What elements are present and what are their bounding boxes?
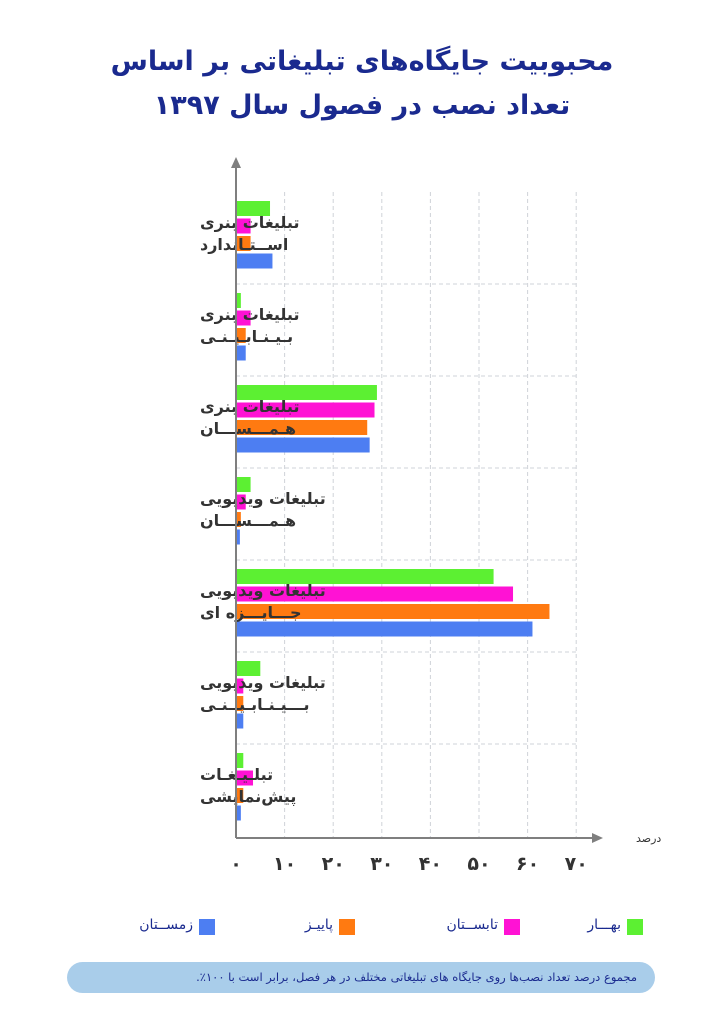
legend-item-2: پاییـز: [225, 915, 355, 939]
category-label-0-1: اســتـاندارد: [200, 235, 288, 254]
x-tick-label-60: ۶۰: [516, 853, 539, 875]
bar-4-0: [236, 569, 494, 584]
bar-5-1: [236, 678, 244, 694]
x-tick-label-40: ۴۰: [419, 853, 442, 875]
x-tick-label-30: ۳۰: [370, 853, 393, 875]
category-label-3-1: هـمـــســـان: [200, 511, 296, 530]
bar-6-0: [236, 753, 244, 768]
chart-title: محبوبیت جایگاه‌های تبلیغاتی بر اساس تعدا…: [0, 40, 724, 128]
bar-0-2: [236, 236, 251, 251]
legend-item-1: تابســتان: [390, 915, 520, 939]
legend-label: تابســتان: [446, 917, 498, 933]
category-label-4-1: جـــایـــزه ای: [200, 603, 301, 622]
bar-4-2: [236, 604, 550, 619]
bar-3-0: [236, 477, 251, 492]
bar-5-3: [236, 713, 244, 729]
legend-swatch: [504, 919, 520, 935]
chart-title-line-1: محبوبیت جایگاه‌های تبلیغاتی بر اساس: [110, 46, 614, 77]
bar-6-1: [236, 770, 254, 786]
bar-2-2: [236, 420, 368, 435]
category-label-5-0: تبلیغات ویدیویی: [200, 673, 326, 692]
bar-3-1: [236, 494, 246, 510]
category-label-0-0: تبلیغات بنری: [200, 213, 299, 232]
bar-2-3: [236, 437, 370, 453]
x-tick-label-10: ۱۰: [273, 853, 296, 875]
category-label-2-0: تبلیغات بنری: [200, 397, 299, 416]
bar-1-1: [236, 310, 251, 326]
bar-1-3: [236, 345, 246, 361]
chart-title-line-2: تعداد نصب در فصول سال ۱۳۹۷: [153, 90, 571, 121]
category-label-5-1: بـــیـنـابـیــنـی: [200, 695, 310, 714]
bar-3-2: [236, 512, 241, 527]
x-tick-label-50: ۵۰: [467, 853, 490, 875]
x-tick-label-20: ۲۰: [322, 853, 345, 875]
y-axis-arrow: [231, 157, 241, 168]
category-label-1-1: بـیـنـابـیـنـی: [200, 327, 293, 346]
legend-item-3: زمســتان: [85, 915, 215, 939]
bar-2-0: [236, 385, 377, 400]
bar-6-2: [236, 788, 244, 803]
bar-2-1: [236, 402, 375, 418]
category-label-3-0: تبلیغات ویدیویی: [200, 489, 326, 508]
legend-swatch: [199, 919, 215, 935]
bar-3-3: [236, 529, 240, 545]
category-label-6-1: پیش‌نمایشی: [200, 787, 296, 807]
legend-swatch: [627, 919, 643, 935]
bar-chart: تبلیغات بنری اســتـاندارد تبلیغات بنری بـیـ…: [200, 157, 661, 875]
footnote: مجموع درصد تعداد نصب‌ها روی جایگاه های ت…: [67, 962, 655, 993]
x-axis-arrow: [592, 833, 603, 843]
bar-0-0: [236, 201, 271, 216]
x-tick-label-0: ۰: [230, 853, 242, 875]
x-axis-label: درصد: [636, 832, 661, 845]
legend-label: زمســتان: [139, 917, 193, 933]
bar-0-3: [236, 253, 273, 269]
bar-0-1: [236, 218, 251, 234]
bar-1-0: [236, 293, 241, 308]
category-label-1-0: تبلیغات بنری: [200, 305, 299, 324]
bar-5-2: [236, 696, 244, 711]
legend-label: پاییـز: [304, 917, 333, 933]
bar-5-0: [236, 661, 261, 676]
bar-1-2: [236, 328, 246, 343]
category-label-4-0: تبلیغات ویدیویی: [200, 581, 326, 600]
bar-4-1: [236, 586, 514, 602]
legend-label: بهـــار: [587, 917, 621, 933]
bar-6-3: [236, 805, 241, 821]
bar-4-3: [236, 621, 533, 637]
category-label-2-1: هـمـــســـان: [200, 419, 296, 438]
legend-item-0: بهـــار: [513, 915, 643, 939]
x-tick-label-70: ۷۰: [565, 853, 588, 875]
legend-swatch: [339, 919, 355, 935]
